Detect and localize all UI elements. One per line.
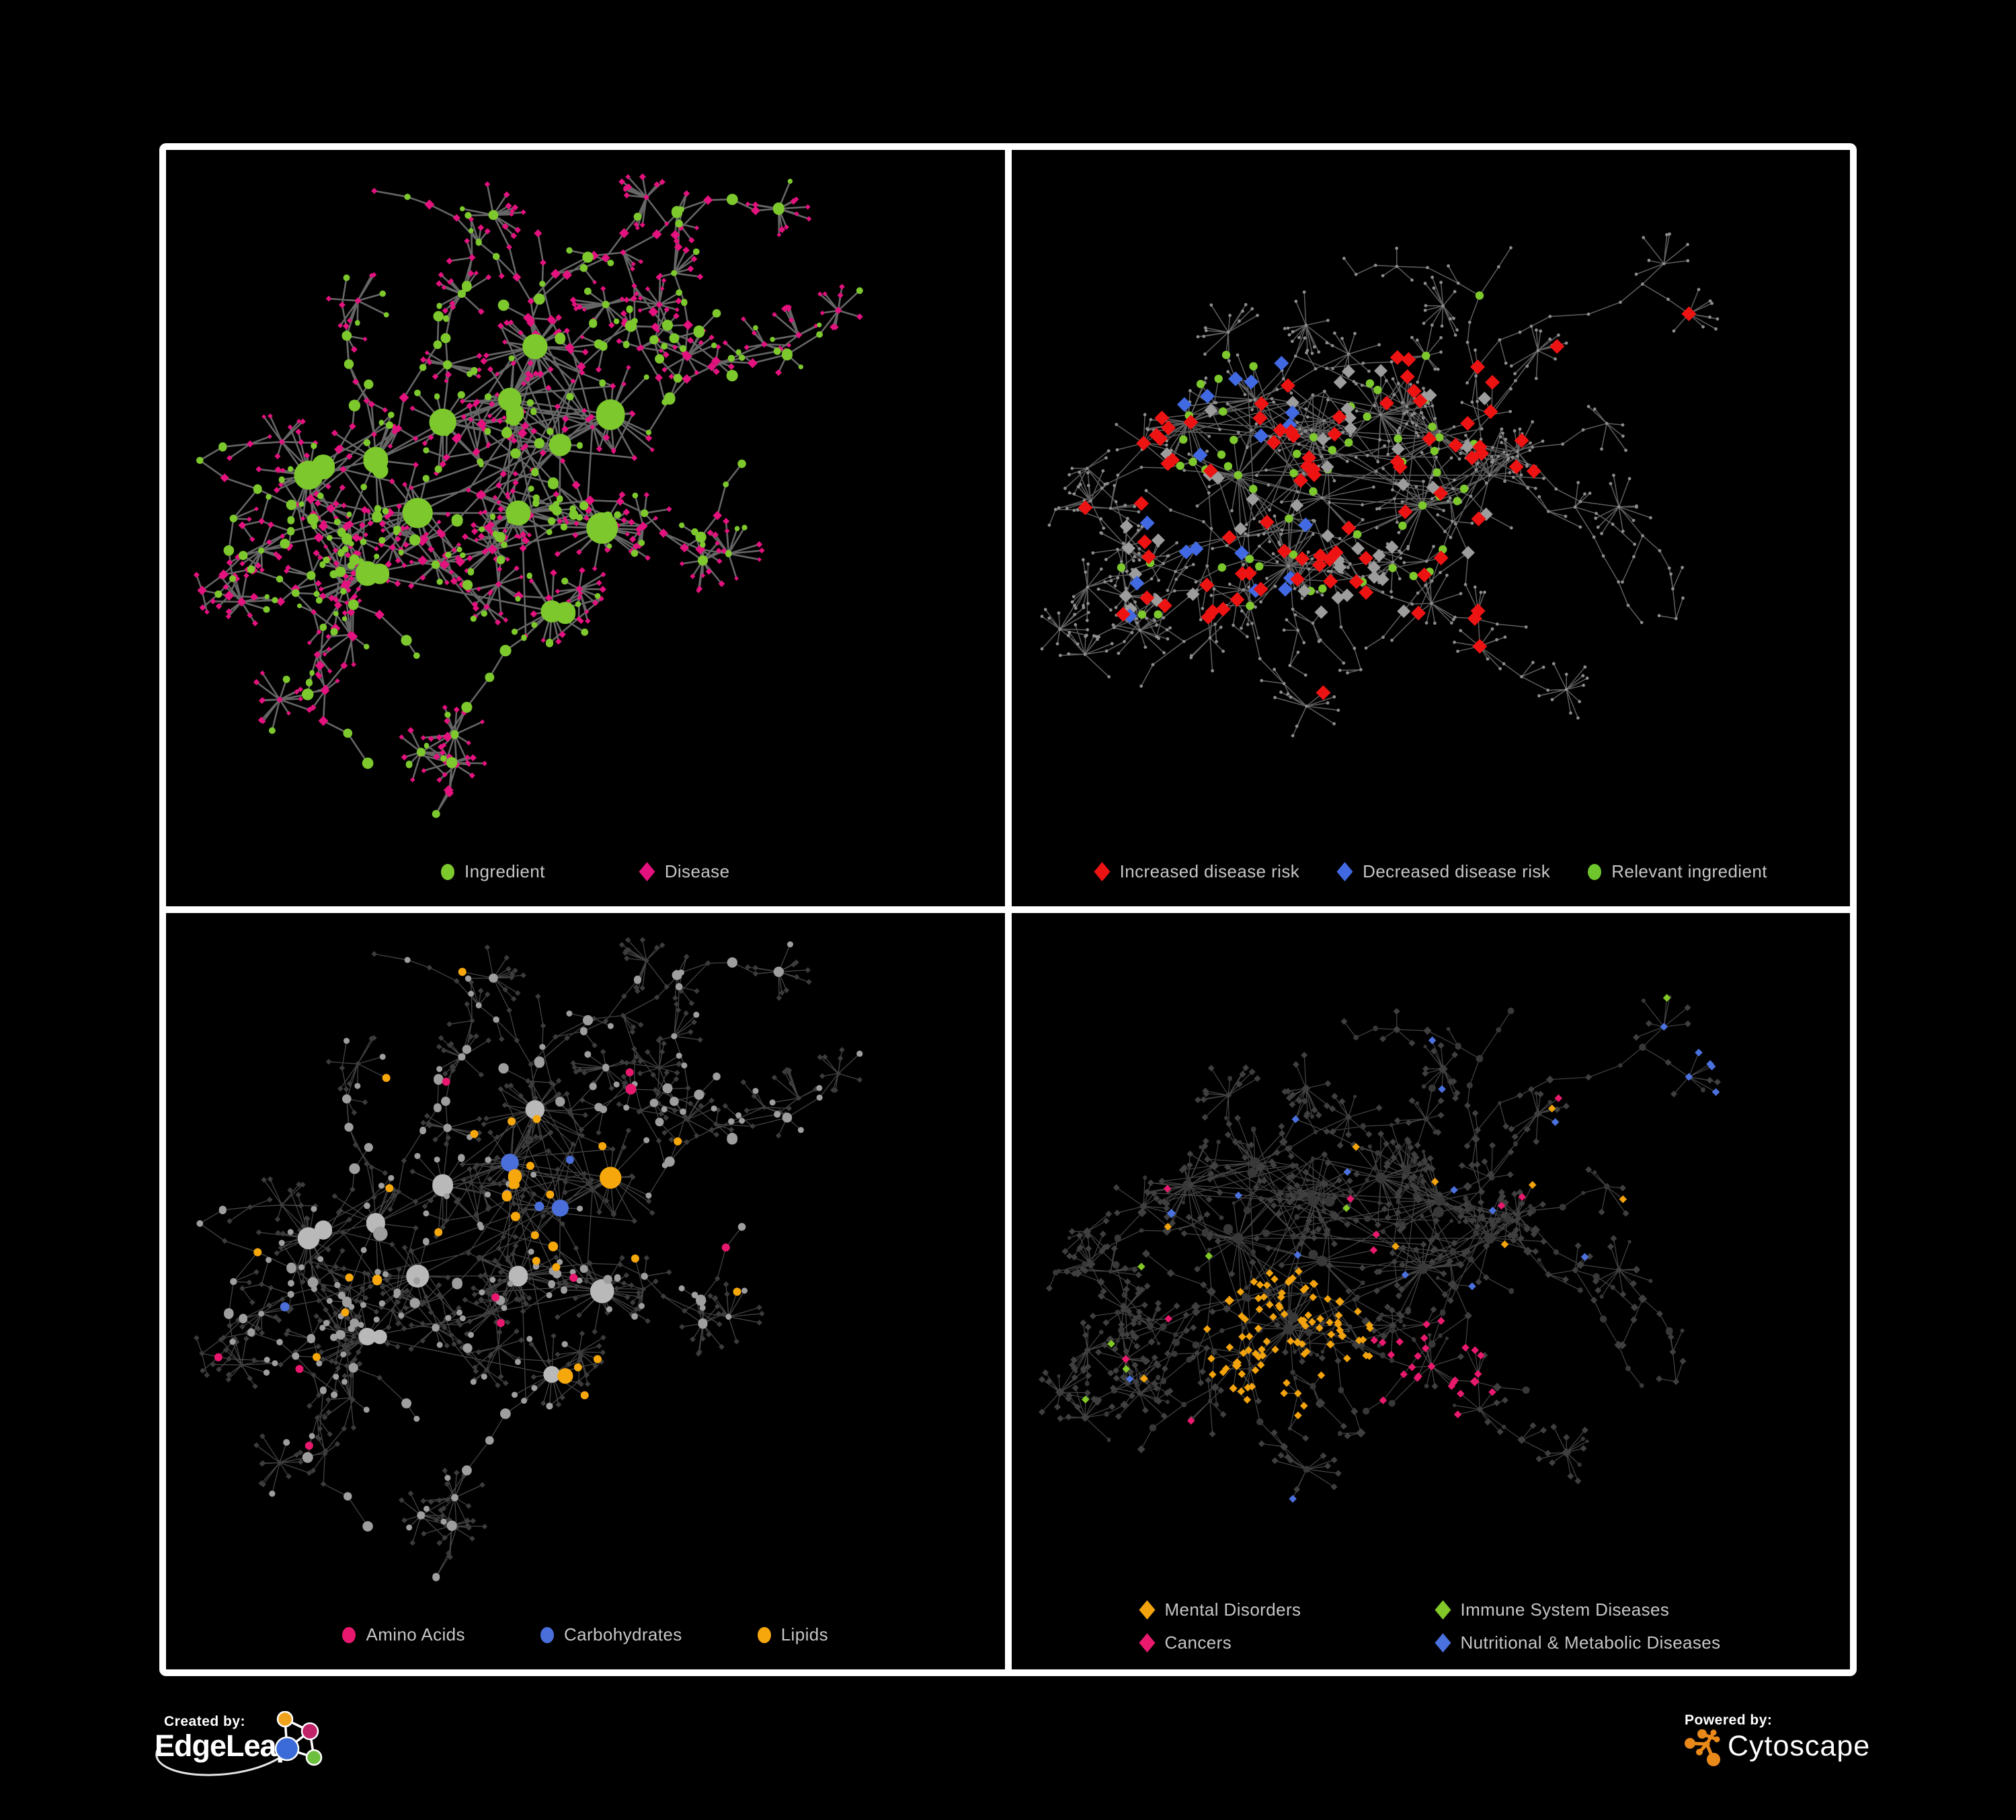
legend-swatch-diamond: [1434, 1600, 1451, 1620]
legend-item: Disease: [639, 861, 730, 882]
cytoscape-logo-icon: [1685, 1729, 1720, 1766]
legend-label: Mental Disorders: [1164, 1599, 1301, 1620]
legend-item: Lipids: [757, 1624, 829, 1645]
legend-label: Carbohydrates: [563, 1624, 682, 1645]
legend-label: Lipids: [780, 1624, 829, 1645]
panel-ingredient-disease: Ingredient Disease: [166, 150, 1005, 906]
network-ingredient-class: [194, 937, 863, 1581]
legend-ingredient-disease: Ingredient Disease: [166, 861, 1005, 882]
network-nodes: [1038, 1004, 1721, 1493]
legend-item: Increased disease risk: [1094, 861, 1299, 882]
legend-swatch-diamond: [1336, 862, 1353, 881]
created-by-label: Created by:: [164, 1714, 246, 1729]
legend-swatch-circle: [1588, 863, 1602, 880]
network-disease-risk: [1040, 232, 1719, 738]
legend-swatch-diamond: [1094, 862, 1111, 881]
legend-ingredient-class: Amino Acids Carbohydrates Lipids: [166, 1624, 1005, 1645]
panel-grid: Ingredient Disease Increased disease risk…: [159, 143, 1857, 1676]
network-nodes: [214, 1068, 730, 1450]
powered-by-label: Powered by:: [1685, 1712, 1773, 1728]
edgeleap-logo-text: EdgeLeap: [155, 1729, 294, 1763]
network-nodes: [1122, 356, 1313, 624]
legend-label: Increased disease risk: [1119, 861, 1300, 881]
legend-item: Relevant ingredient: [1588, 861, 1767, 882]
legend-label: Immune System Diseases: [1460, 1599, 1670, 1620]
legend-item: Nutritional & Metabolic Diseases: [1434, 1632, 1721, 1653]
cytoscape-logo-text: Cytoscape: [1728, 1730, 1871, 1762]
legend-disease-category: Mental Disorders Immune System Diseases Ca…: [1138, 1599, 1721, 1653]
panel-ingredient-class: Amino Acids Carbohydrates Lipids: [166, 913, 1005, 1669]
legend-label: Relevant ingredient: [1611, 861, 1767, 881]
legend-swatch-circle: [441, 863, 455, 880]
legend-item: Carbohydrates: [540, 1624, 682, 1645]
legend-swatch-diamond: [639, 862, 655, 881]
network-nodes: [193, 173, 863, 797]
legend-swatch-diamond: [1138, 1600, 1156, 1620]
network-nodes: [194, 937, 863, 1560]
legend-item: Cancers: [1138, 1632, 1435, 1653]
network-edges: [1041, 996, 1718, 1499]
network-edges: [196, 939, 860, 1578]
legend-item: Amino Acids: [342, 1624, 465, 1645]
legend-item: Ingredient: [441, 861, 545, 882]
edgeleap-branding: Created by: EdgeLeap: [153, 1711, 375, 1812]
legend-label: Cancers: [1164, 1632, 1232, 1653]
legend-swatch-diamond: [1138, 1633, 1156, 1653]
panel-disease-risk: Increased disease risk Decreased disease …: [1011, 150, 1851, 906]
network-nodes: [1077, 306, 1696, 701]
panel-disease-category: Mental Disorders Immune System Diseases Ca…: [1011, 913, 1850, 1669]
network-nodes: [1040, 232, 1719, 738]
edgeleap-node-magenta: [300, 1722, 319, 1741]
legend-disease-risk: Increased disease risk Decreased disease …: [1012, 861, 1851, 882]
legend-swatch-diamond: [1434, 1633, 1451, 1653]
network-ingredient-disease: [193, 173, 863, 818]
network-edges: [196, 176, 860, 815]
edgeleap-node-green: [305, 1749, 323, 1766]
network-nodes: [1052, 995, 1705, 1473]
legend-item: Mental Disorders: [1138, 1599, 1435, 1620]
legend-swatch-circle: [757, 1626, 771, 1643]
network-disease-category: [1038, 994, 1721, 1503]
legend-swatch-circle: [342, 1626, 356, 1643]
legend-label: Nutritional & Metabolic Diseases: [1460, 1632, 1721, 1653]
legend-label: Disease: [664, 861, 730, 881]
legend-label: Decreased disease risk: [1363, 861, 1551, 881]
network-nodes: [1139, 1104, 1627, 1419]
legend-label: Ingredient: [465, 861, 545, 881]
legend-label: Amino Acids: [366, 1624, 465, 1645]
network-edges: [1041, 233, 1718, 736]
legend-swatch-circle: [540, 1626, 554, 1643]
legend-item: Immune System Diseases: [1434, 1599, 1721, 1620]
legend-item: Decreased disease risk: [1336, 861, 1551, 882]
edgeleap-node-orange: [276, 1711, 294, 1728]
cytoscape-branding: Powered by: Cytoscape: [1675, 1711, 1877, 1792]
